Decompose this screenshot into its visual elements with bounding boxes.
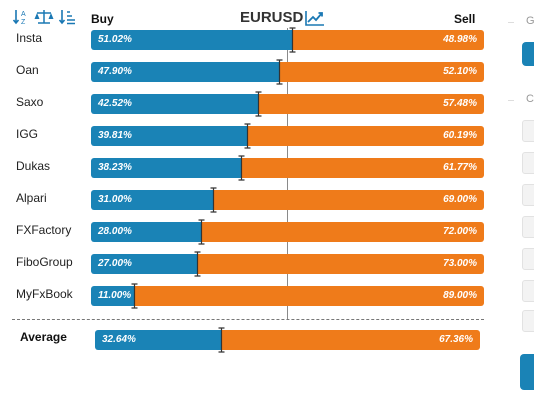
broker-name: MyFxBook: [16, 287, 73, 301]
right-panel-divider: [508, 22, 514, 23]
buy-bar: [91, 30, 292, 50]
sell-header: Sell: [454, 12, 476, 26]
sell-percentage: 69.00%: [443, 194, 477, 205]
sell-percentage: 89.00%: [443, 290, 477, 301]
sort-numeric-icon[interactable]: [58, 8, 76, 31]
right-panel-label: G: [526, 15, 534, 27]
buy-bar: [91, 190, 213, 210]
sell-bar: [221, 330, 480, 350]
buy-bar: [91, 286, 134, 306]
buy-percentage: 42.52%: [98, 98, 132, 109]
right-panel-label: C: [526, 93, 534, 105]
right-panel-option[interactable]: [522, 310, 534, 332]
sentiment-bar: 11.00% 89.00%: [91, 283, 484, 309]
sell-percentage: 72.00%: [443, 226, 477, 237]
sell-percentage: 67.36%: [439, 334, 473, 345]
trend-chart-icon[interactable]: [304, 9, 326, 27]
broker-name: Insta: [16, 31, 43, 45]
right-panel-option[interactable]: [522, 184, 534, 206]
right-panel-option[interactable]: [522, 280, 534, 302]
sell-bar: [258, 94, 484, 114]
svg-text:A: A: [21, 11, 26, 18]
sentiment-bar: 38.23% 61.77%: [91, 155, 484, 181]
divider: [12, 319, 484, 320]
buy-percentage: 31.00%: [98, 194, 132, 205]
balance-scale-icon[interactable]: [34, 8, 54, 31]
buy-percentage: 47.90%: [98, 66, 132, 77]
ratio-marker-icon: [218, 327, 225, 353]
sentiment-bar: 31.00% 69.00%: [91, 187, 484, 213]
buy-percentage: 32.64%: [102, 334, 136, 345]
right-panel-button[interactable]: [522, 42, 534, 66]
broker-name: FiboGroup: [16, 255, 73, 269]
svg-text:Z: Z: [21, 19, 26, 26]
buy-bar: [91, 158, 241, 178]
sell-percentage: 48.98%: [443, 34, 477, 45]
sentiment-bar: 47.90% 52.10%: [91, 59, 484, 85]
right-panel-divider: [508, 100, 514, 101]
buy-percentage: 39.81%: [98, 130, 132, 141]
broker-name: Alpari: [16, 191, 47, 205]
ratio-marker-icon: [276, 59, 283, 85]
buy-percentage: 51.02%: [98, 34, 132, 45]
buy-percentage: 28.00%: [98, 226, 132, 237]
broker-name: IGG: [16, 127, 39, 141]
buy-bar: [91, 94, 258, 114]
sell-percentage: 52.10%: [443, 66, 477, 77]
sentiment-bar: 42.52% 57.48%: [91, 91, 484, 117]
broker-name: Dukas: [16, 159, 51, 173]
sentiment-bar: 32.64% 67.36%: [95, 327, 480, 353]
right-panel-option[interactable]: [522, 248, 534, 270]
buy-bar: [91, 254, 197, 274]
buy-bar: [91, 222, 201, 242]
sell-percentage: 61.77%: [443, 162, 477, 173]
sell-bar: [134, 286, 484, 306]
buy-percentage: 38.23%: [98, 162, 132, 173]
buy-header: Buy: [91, 12, 114, 26]
sentiment-bar: 39.81% 60.19%: [91, 123, 484, 149]
ratio-marker-icon: [198, 219, 205, 245]
currency-pair-title[interactable]: EURUSD: [240, 9, 304, 26]
buy-percentage: 27.00%: [98, 258, 132, 269]
sentiment-bar: 51.02% 48.98%: [91, 27, 484, 53]
sell-percentage: 57.48%: [443, 98, 477, 109]
ratio-marker-icon: [194, 251, 201, 277]
right-panel-option[interactable]: [522, 216, 534, 238]
sort-alpha-icon[interactable]: A Z: [12, 8, 30, 31]
ratio-marker-icon: [210, 187, 217, 213]
ratio-marker-icon: [244, 123, 251, 149]
sell-bar: [279, 62, 484, 82]
buy-bar: [91, 126, 247, 146]
buy-bar: [91, 62, 279, 82]
sell-bar: [201, 222, 484, 242]
right-panel-submit-button[interactable]: [520, 354, 534, 390]
sell-bar: [241, 158, 484, 178]
sell-bar: [247, 126, 484, 146]
right-panel-option[interactable]: [522, 120, 534, 142]
average-label: Average: [20, 330, 67, 344]
buy-bar: [95, 330, 221, 350]
sell-bar: [213, 190, 484, 210]
sell-bar: [292, 30, 484, 50]
broker-name: Oan: [16, 63, 39, 77]
buy-percentage: 11.00%: [98, 290, 132, 301]
broker-name: Saxo: [16, 95, 44, 109]
broker-name: FXFactory: [16, 223, 72, 237]
sell-bar: [197, 254, 484, 274]
ratio-marker-icon: [131, 283, 138, 309]
right-panel-option[interactable]: [522, 152, 534, 174]
sentiment-bar: 27.00% 73.00%: [91, 251, 484, 277]
sell-percentage: 60.19%: [443, 130, 477, 141]
sentiment-bar: 28.00% 72.00%: [91, 219, 484, 245]
ratio-marker-icon: [238, 155, 245, 181]
ratio-marker-icon: [255, 91, 262, 117]
sell-percentage: 73.00%: [443, 258, 477, 269]
ratio-marker-icon: [289, 27, 296, 53]
